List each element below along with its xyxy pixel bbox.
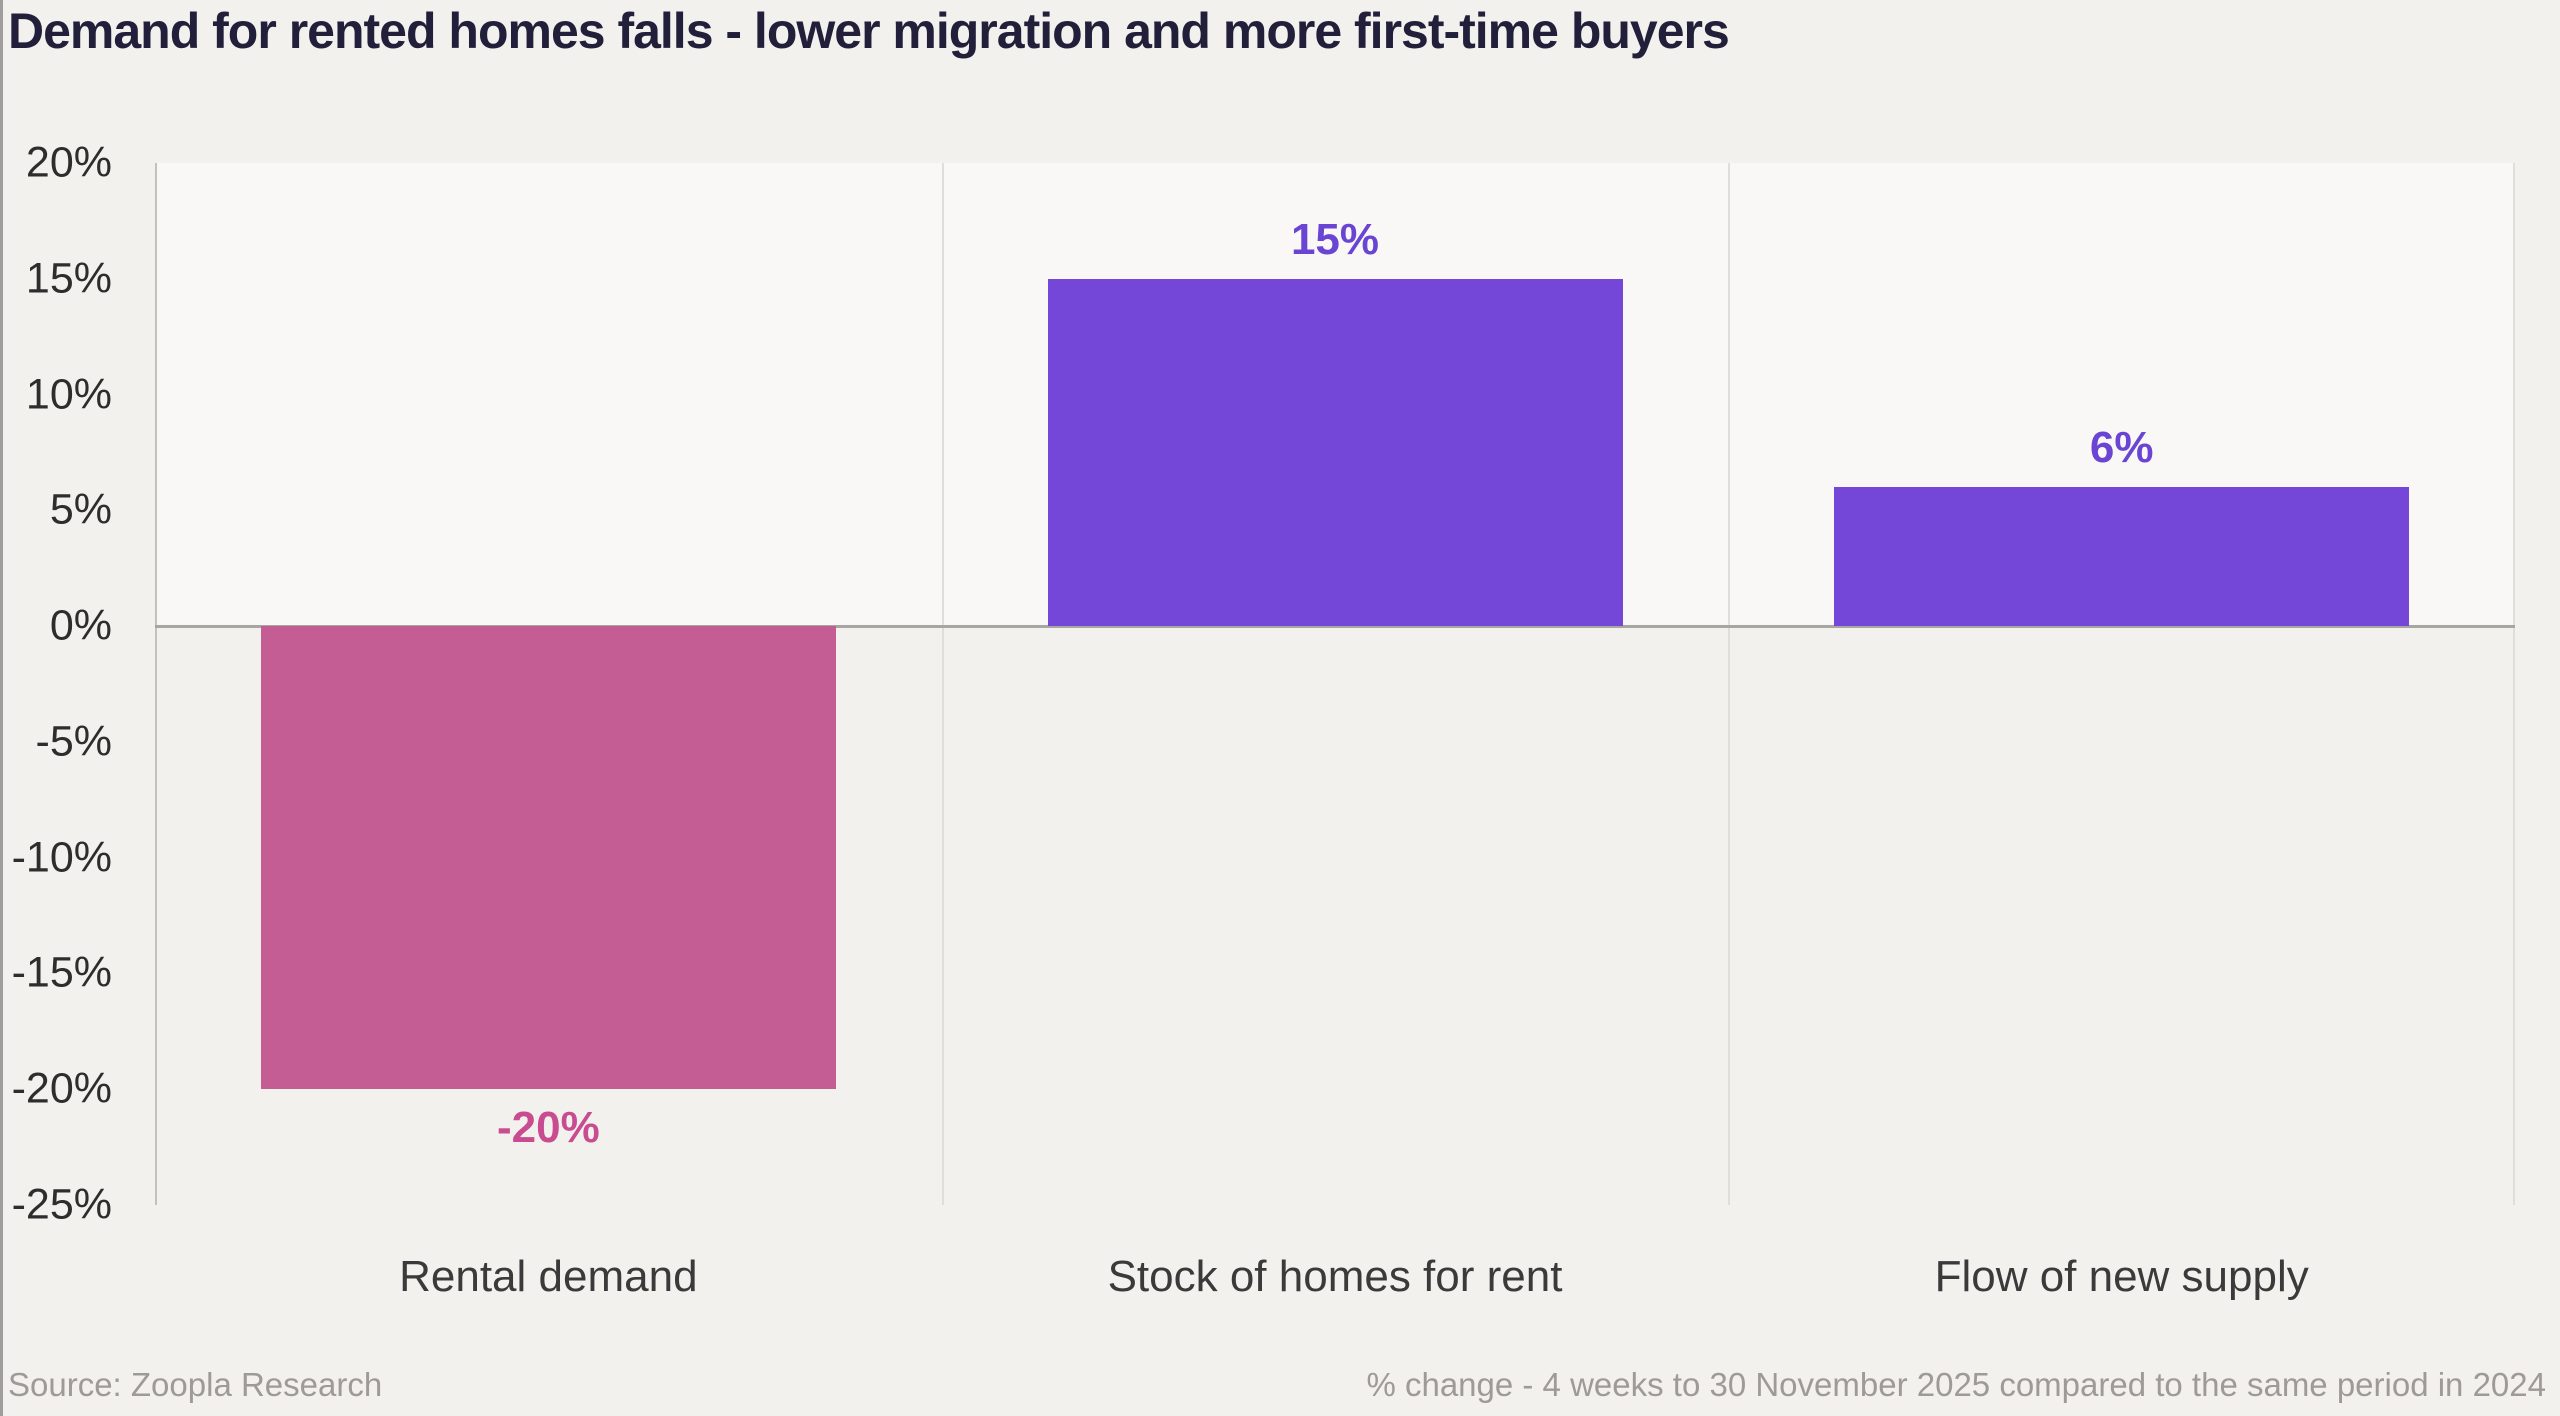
bar-value-label: -20% [496, 1103, 600, 1153]
plot-right-border [2513, 163, 2515, 1205]
chart-footnote: % change - 4 weeks to 30 November 2025 c… [1366, 1366, 2546, 1403]
y-tick-label: -15% [11, 948, 112, 997]
y-tick-label: 5% [49, 485, 112, 534]
bar-value-label: 6% [2089, 423, 2154, 473]
category-label: Rental demand [399, 1252, 698, 1301]
bar-rental-demand [260, 626, 836, 1090]
y-tick-label: 20% [25, 138, 112, 187]
y-tick-label: 10% [25, 370, 112, 419]
zero-baseline [155, 624, 2515, 628]
bar-flow-of-new-supply [1834, 487, 2410, 627]
y-tick-label: 15% [25, 254, 112, 303]
y-tick-label: -10% [11, 833, 112, 882]
category-separator-line [941, 163, 944, 1205]
y-tick-label: 0% [49, 601, 112, 650]
source-credit: Source: Zoopla Research [8, 1366, 383, 1403]
bar-stock-of-homes-for-rent [1047, 278, 1623, 627]
category-label: Stock of homes for rent [1107, 1252, 1563, 1301]
y-tick-label: -25% [11, 1180, 112, 1229]
screen-edge-artifact [0, 0, 3, 1416]
y-tick-label: -5% [35, 717, 112, 766]
bar-value-label: 15% [1290, 214, 1380, 264]
category-label: Flow of new supply [1934, 1252, 2309, 1301]
y-axis-line [155, 163, 157, 1205]
y-tick-label: -20% [11, 1064, 112, 1113]
category-separator-line [1728, 163, 1731, 1205]
chart-title: Demand for rented homes falls - lower mi… [8, 3, 1730, 59]
